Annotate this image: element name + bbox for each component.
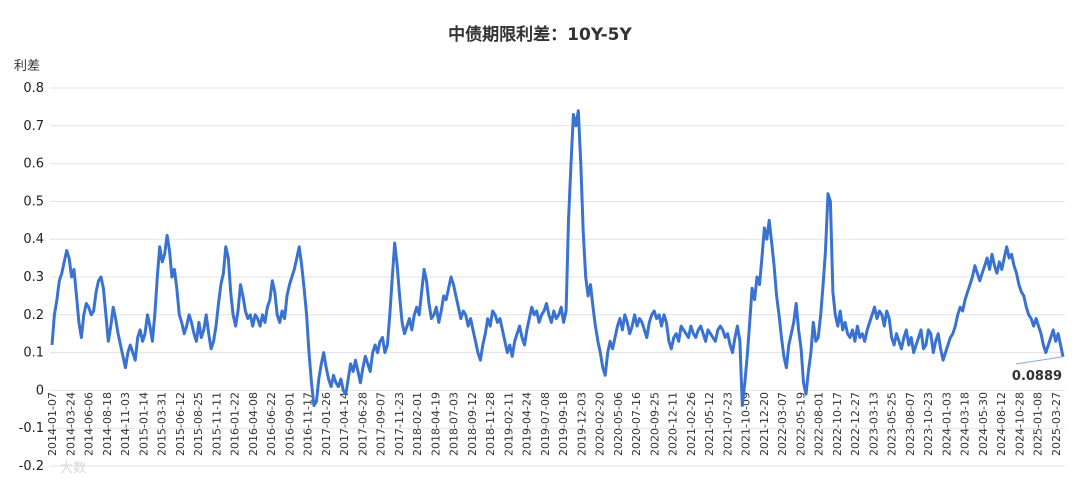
x-tick-label: 2015-08-25: [192, 392, 205, 456]
x-tick-label: 2022-12-27: [849, 392, 862, 456]
x-tick-label: 2014-11-03: [119, 392, 132, 456]
x-tick-label: 2022-03-07: [776, 392, 789, 456]
x-tick-label: 2015-06-12: [174, 392, 187, 456]
x-tick-label: 2024-08-12: [995, 392, 1008, 456]
x-tick-label: 2016-06-22: [265, 392, 278, 456]
x-tick-label: 2022-05-19: [794, 392, 807, 456]
x-tick-label: 2015-11-11: [210, 392, 223, 456]
x-tick-label: 2021-05-12: [703, 392, 716, 456]
x-tick-label: 2020-02-20: [594, 392, 607, 456]
y-tick-label: 0.7: [23, 119, 44, 134]
last-value-leader-line: [1015, 356, 1064, 365]
x-tick-label: 2018-02-01: [411, 392, 424, 456]
y-tick-label: 0.1: [23, 346, 44, 361]
x-tick-label: 2017-04-14: [338, 392, 351, 456]
x-tick-label: 2018-09-12: [466, 392, 479, 456]
x-tick-label: 2024-05-30: [977, 392, 990, 456]
x-tick-label: 2014-06-06: [83, 392, 96, 456]
annotations: 0.0889: [1012, 356, 1064, 384]
x-tick-label: 2016-09-01: [283, 392, 296, 456]
x-tick-label: 2022-08-01: [813, 392, 826, 456]
x-tick-label: 2020-12-11: [667, 392, 680, 456]
x-tick-label: 2020-05-06: [612, 392, 625, 456]
watermark-text: 大数: [60, 461, 86, 476]
x-tick-label: 2020-09-25: [648, 392, 661, 456]
y-tick-label: -0.1: [19, 421, 44, 436]
x-tick-label: 2021-07-23: [721, 392, 734, 456]
x-tick-label: 2014-01-07: [46, 392, 59, 456]
series-line: [50, 109, 1065, 407]
x-tick-label: 2021-12-20: [758, 392, 771, 456]
x-tick-label: 2019-09-18: [557, 392, 570, 456]
x-tick-label: 2015-01-14: [137, 392, 150, 456]
y-axis-label: 利差: [14, 59, 40, 74]
x-tick-label: 2014-08-18: [101, 392, 114, 456]
x-tick-label: 2024-01-03: [940, 392, 953, 456]
x-tick-label: 2017-01-26: [320, 392, 333, 456]
y-tick-label: 0.5: [23, 194, 44, 209]
x-tick-label: 2021-02-26: [685, 392, 698, 456]
x-tick-label: 2024-03-18: [959, 392, 972, 456]
x-tick-label: 2018-11-28: [484, 392, 497, 456]
x-tick-label: 2015-03-31: [156, 392, 169, 456]
chart-title: 中债期限利差：10Y-5Y: [448, 24, 632, 45]
x-tick-label: 2023-10-23: [922, 392, 935, 456]
gridlines: [50, 87, 1065, 467]
x-tick-label: 2020-07-16: [630, 392, 643, 456]
x-tick-label: 2017-11-23: [393, 392, 406, 456]
x-tick-label: 2023-03-13: [867, 392, 880, 456]
last-value-label: 0.0889: [1012, 369, 1062, 384]
x-tick-label: 2023-05-25: [886, 392, 899, 456]
y-axis-ticks: 0.8 0.7 0.6 0.5 0.4 0.3 0.2 0.1 0 -0.1 -0.2: [19, 81, 44, 474]
series-group: [50, 109, 1065, 407]
x-axis-ticks: 2014-01-07 2014-03-24 2014-06-06 2014-08-18…: [46, 392, 1063, 456]
x-tick-label: 2025-03-27: [1050, 392, 1063, 456]
x-tick-label: 2019-02-11: [502, 392, 515, 456]
x-tick-label: 2022-10-17: [831, 392, 844, 456]
x-tick-label: 2018-07-03: [448, 392, 461, 456]
y-tick-label: 0.2: [23, 308, 44, 323]
x-tick-label: 2019-04-24: [521, 392, 534, 456]
y-tick-label: 0: [36, 383, 44, 398]
y-tick-label: 0.6: [23, 157, 44, 172]
x-tick-label: 2025-01-08: [1032, 392, 1045, 456]
y-tick-label: 0.3: [23, 270, 44, 285]
y-tick-label: 0.8: [23, 81, 44, 96]
y-tick-label: 0.4: [23, 232, 44, 247]
x-tick-label: 2017-09-07: [375, 392, 388, 456]
x-tick-label: 2018-04-19: [429, 392, 442, 456]
x-tick-label: 2016-11-17: [302, 392, 315, 456]
y-tick-label: -0.2: [19, 459, 44, 474]
x-tick-label: 2019-07-08: [539, 392, 552, 456]
x-tick-label: 2016-04-08: [247, 392, 260, 456]
x-tick-label: 2024-10-28: [1013, 392, 1026, 456]
x-tick-label: 2014-03-24: [64, 392, 77, 456]
x-tick-label: 2019-12-03: [575, 392, 588, 456]
x-tick-label: 2017-06-28: [356, 392, 369, 456]
x-tick-label: 2016-01-22: [229, 392, 242, 456]
x-tick-label: 2023-08-07: [904, 392, 917, 456]
x-tick-label: 2021-10-09: [740, 392, 753, 456]
